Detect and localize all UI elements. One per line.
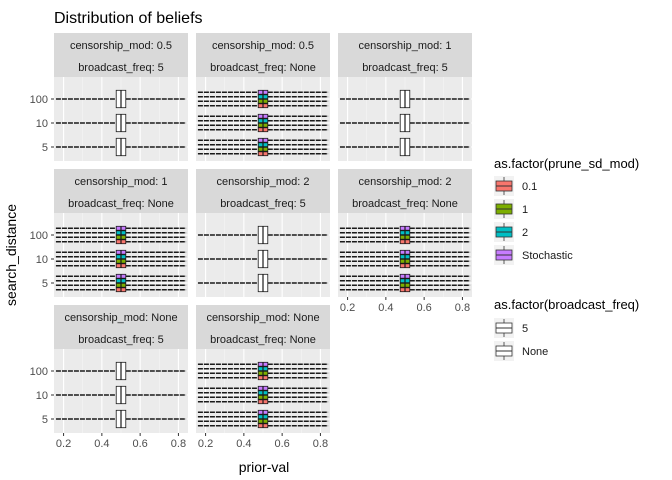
x-tick-label: 0.6 [416, 302, 431, 314]
x-tick-label: 0.2 [56, 438, 71, 450]
legend-entry-label: Stochastic [522, 250, 573, 262]
y-tick-label: 10 [36, 254, 48, 266]
facet-panel: censorship_mod: 1 broadcast_freq: 5 [338, 33, 472, 161]
facet-panel: censorship_mod: None broadcast_freq: 5 5 10… [30, 305, 188, 450]
x-axis-label: prior-val [239, 459, 290, 475]
facet-panel: censorship_mod: None broadcast_freq: None… [196, 305, 330, 450]
chart-title: Distribution of beliefs [54, 10, 203, 27]
x-tick-label: 0.8 [313, 438, 328, 450]
legend-entry-label: 2 [522, 227, 528, 239]
facet-panel: censorship_mod: 2 broadcast_freq: 5 [196, 169, 330, 297]
facet-strip-label: broadcast_freq: None [68, 198, 174, 210]
facet-strip-label: censorship_mod: 0.5 [212, 40, 314, 52]
facet-strip [54, 305, 188, 349]
y-tick-label: 5 [42, 278, 48, 290]
facet-strip [338, 169, 472, 213]
facet-strip-label: censorship_mod: 1 [75, 176, 168, 188]
facet-strip-label: broadcast_freq: 5 [78, 62, 164, 74]
legend: as.factor(prune_sd_mod) 0.1 1 2 Stochastic as… [494, 156, 639, 361]
facet-strip [196, 169, 330, 213]
facet-strip-label: censorship_mod: 2 [359, 176, 452, 188]
x-tick-label: 0.4 [236, 438, 251, 450]
x-tick-label: 0.8 [171, 438, 186, 450]
y-tick-label: 10 [36, 390, 48, 402]
legend-entry-label: None [522, 346, 548, 358]
legend-entry-label: 1 [522, 204, 528, 216]
x-tick-label: 0.4 [94, 438, 109, 450]
facet-strip [196, 305, 330, 349]
x-tick-label: 0.4 [378, 302, 393, 314]
x-tick-label: 0.2 [340, 302, 355, 314]
facet-panel: censorship_mod: 0.5 broadcast_freq: None [196, 33, 330, 161]
facet-panels: censorship_mod: 0.5 broadcast_freq: 5 5 10 1… [30, 33, 472, 450]
legend-entry-label: 5 [522, 323, 528, 335]
facet-panel: censorship_mod: 2 broadcast_freq: None 0.2… [338, 169, 472, 314]
facet-strip [54, 169, 188, 213]
facet-strip-label: broadcast_freq: 5 [362, 62, 448, 74]
y-tick-label: 100 [30, 230, 48, 242]
facet-strip-label: broadcast_freq: 5 [78, 334, 164, 346]
facet-strip-label: broadcast_freq: None [210, 334, 316, 346]
x-tick-label: 0.2 [198, 438, 213, 450]
y-tick-label: 100 [30, 94, 48, 106]
x-tick-label: 0.6 [132, 438, 147, 450]
facet-strip-label: censorship_mod: 2 [217, 176, 310, 188]
facet-strip-label: broadcast_freq: None [352, 198, 458, 210]
facet-panel: censorship_mod: 0.5 broadcast_freq: 5 5 10 1… [30, 33, 188, 161]
facet-panel: censorship_mod: 1 broadcast_freq: None 5 10… [30, 169, 188, 297]
facet-strip-label: censorship_mod: None [206, 312, 319, 324]
facet-strip [196, 33, 330, 77]
facet-strip [338, 33, 472, 77]
x-tick-label: 0.6 [274, 438, 289, 450]
facet-strip-label: broadcast_freq: 5 [220, 198, 306, 210]
facet-strip-label: censorship_mod: 0.5 [70, 40, 172, 52]
x-tick-label: 0.8 [455, 302, 470, 314]
y-tick-label: 100 [30, 366, 48, 378]
legend-entry-label: 0.1 [522, 181, 537, 193]
y-tick-label: 5 [42, 142, 48, 154]
y-tick-label: 5 [42, 414, 48, 426]
facet-strip [54, 33, 188, 77]
facet-strip-label: censorship_mod: None [64, 312, 177, 324]
facet-strip-label: censorship_mod: 1 [359, 40, 452, 52]
linetype-legend-title: as.factor(broadcast_freq) [494, 297, 639, 312]
facet-strip-label: broadcast_freq: None [210, 62, 316, 74]
fill-legend-title: as.factor(prune_sd_mod) [494, 156, 639, 171]
y-tick-label: 10 [36, 118, 48, 130]
y-axis-label: search_distance [3, 204, 19, 306]
